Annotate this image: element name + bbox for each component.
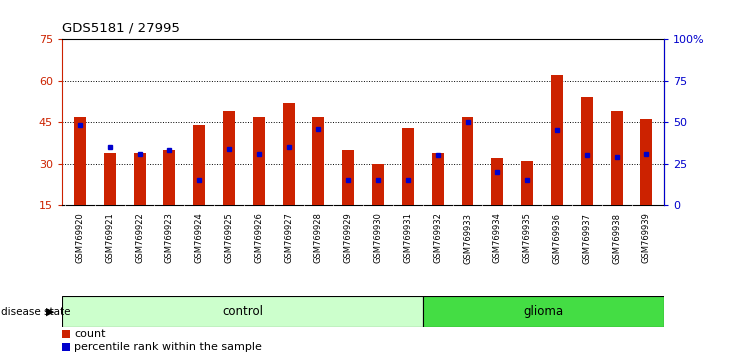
- Text: GDS5181 / 27995: GDS5181 / 27995: [62, 21, 180, 34]
- Text: GSM769926: GSM769926: [254, 212, 264, 263]
- Bar: [164, 150, 175, 205]
- Text: GSM769927: GSM769927: [284, 212, 293, 263]
- Bar: [62, 330, 70, 338]
- Bar: [521, 161, 533, 205]
- Text: GSM769935: GSM769935: [523, 212, 531, 263]
- Bar: [402, 128, 414, 205]
- Bar: [491, 158, 503, 205]
- Bar: [223, 111, 235, 205]
- Text: disease state: disease state: [1, 307, 70, 316]
- Text: GSM769925: GSM769925: [225, 212, 234, 263]
- Bar: [74, 116, 86, 205]
- Text: GSM769920: GSM769920: [75, 212, 85, 263]
- Bar: [461, 116, 474, 205]
- Text: GSM769939: GSM769939: [642, 212, 651, 263]
- Bar: [62, 296, 423, 327]
- Bar: [62, 343, 70, 351]
- Text: GSM769932: GSM769932: [433, 212, 442, 263]
- Text: GSM769924: GSM769924: [195, 212, 204, 263]
- Text: GSM769930: GSM769930: [374, 212, 383, 263]
- Bar: [423, 296, 664, 327]
- Text: GSM769928: GSM769928: [314, 212, 323, 263]
- Text: GSM769921: GSM769921: [105, 212, 115, 263]
- Text: GSM769933: GSM769933: [463, 212, 472, 263]
- Text: GSM769937: GSM769937: [583, 212, 591, 263]
- Text: GSM769936: GSM769936: [553, 212, 561, 263]
- Text: GSM769923: GSM769923: [165, 212, 174, 263]
- Text: GSM769931: GSM769931: [404, 212, 412, 263]
- Bar: [193, 125, 205, 205]
- Text: glioma: glioma: [524, 305, 564, 318]
- Bar: [551, 75, 563, 205]
- Text: ▶: ▶: [46, 307, 55, 316]
- Text: GSM769929: GSM769929: [344, 212, 353, 263]
- Text: GSM769922: GSM769922: [135, 212, 144, 263]
- Bar: [610, 111, 623, 205]
- Text: GSM769938: GSM769938: [612, 212, 621, 263]
- Bar: [283, 103, 295, 205]
- Bar: [372, 164, 384, 205]
- Bar: [104, 153, 116, 205]
- Bar: [640, 119, 653, 205]
- Bar: [312, 116, 324, 205]
- Bar: [431, 153, 444, 205]
- Bar: [134, 153, 145, 205]
- Bar: [342, 150, 354, 205]
- Bar: [253, 116, 265, 205]
- Text: count: count: [74, 329, 106, 339]
- Text: control: control: [222, 305, 264, 318]
- Text: GSM769934: GSM769934: [493, 212, 502, 263]
- Bar: [581, 97, 593, 205]
- Text: percentile rank within the sample: percentile rank within the sample: [74, 342, 262, 352]
